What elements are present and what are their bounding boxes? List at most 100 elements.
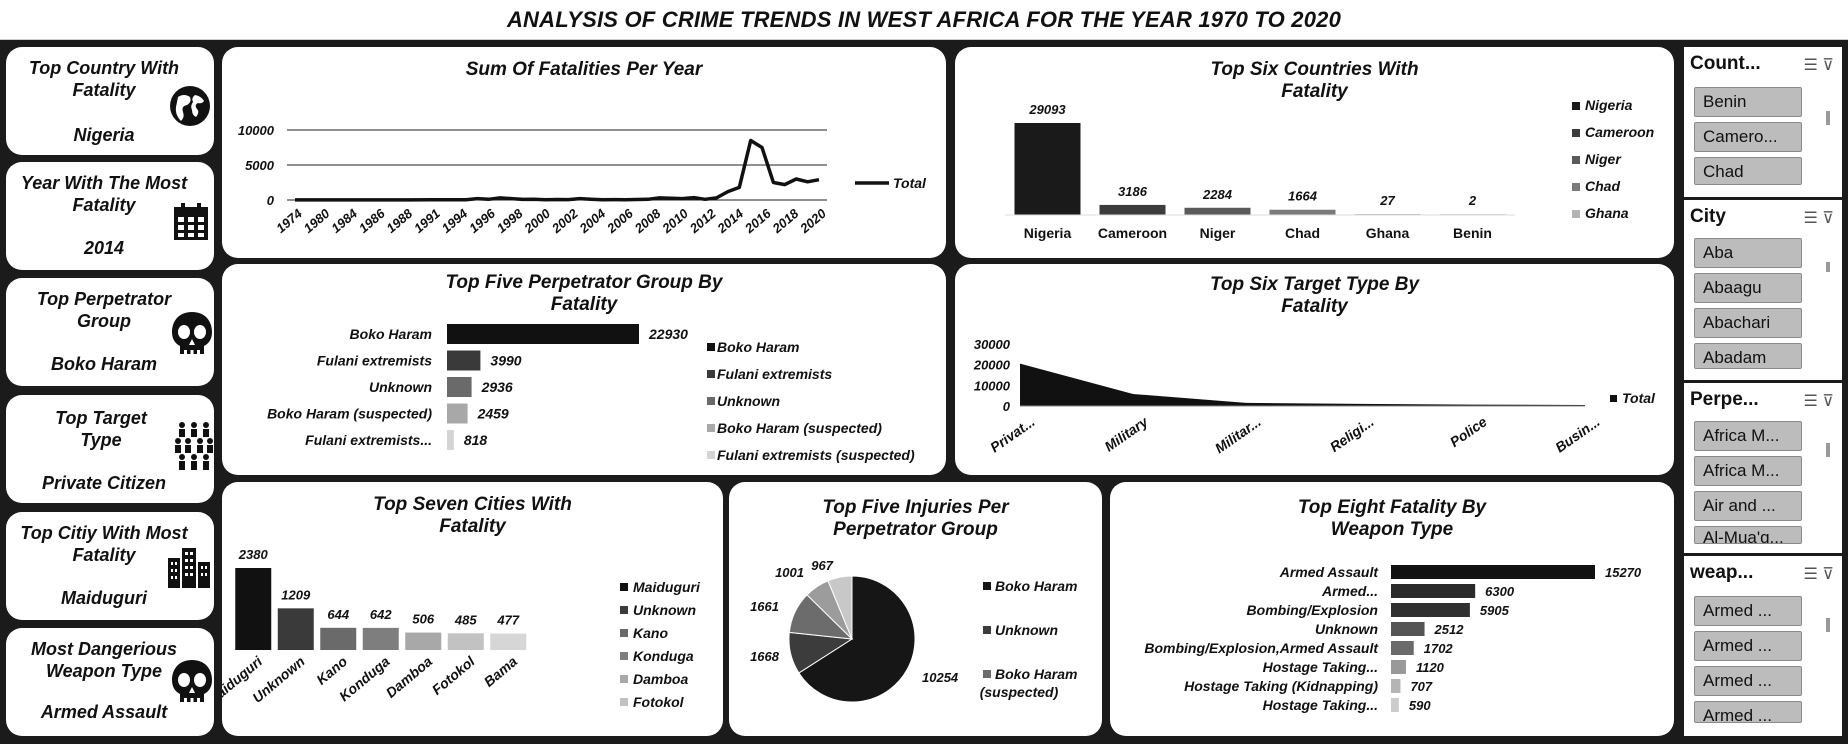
- y-tick-label: 0: [1003, 399, 1011, 414]
- data-label: 29093: [1028, 102, 1066, 117]
- chart-card-injuries-by-perpetrator: Top Five Injuries Per Perpetrator Group …: [729, 482, 1102, 736]
- slicer-item[interactable]: Armed ...: [1694, 701, 1802, 723]
- slicer-scrollbar[interactable]: [1826, 111, 1830, 125]
- slicer-weapon[interactable]: weap... ☰ ⊽ Armed ... Armed ... Armed ..…: [1684, 556, 1842, 736]
- clear-filter-icon[interactable]: ⊽: [1822, 393, 1834, 410]
- slicer-item[interactable]: Abaagu: [1694, 273, 1802, 303]
- clear-filter-icon[interactable]: ⊽: [1822, 210, 1834, 227]
- data-label: 1120: [1416, 660, 1445, 675]
- slicer-item[interactable]: Africa M...: [1694, 456, 1802, 486]
- bar: [447, 430, 454, 450]
- y-category-label: Boko Haram (suspected): [267, 406, 432, 422]
- data-label: 2936: [481, 379, 513, 395]
- kpi-top-target: Top Target Type Private Citizen: [6, 395, 214, 503]
- bar: [1269, 209, 1336, 215]
- data-label: 485: [454, 612, 477, 627]
- slicer-item[interactable]: Abadam: [1694, 343, 1802, 369]
- data-label: 506: [412, 612, 434, 627]
- data-label: 2512: [1434, 622, 1465, 637]
- slicer-scrollbar[interactable]: [1826, 443, 1830, 457]
- slicer-country[interactable]: Count... ☰ ⊽ Benin Camero... Chad: [1684, 47, 1842, 197]
- data-label: 6300: [1485, 584, 1515, 599]
- x-tick-label: Privat...: [987, 413, 1038, 455]
- slicer-item[interactable]: Armed ...: [1694, 596, 1802, 626]
- y-tick-label: 0: [267, 193, 275, 208]
- kpi-title: Top Target Type: [55, 408, 147, 450]
- slicer-header: weap...: [1690, 562, 1754, 583]
- kpi-title: Year With The Most Fatality: [20, 173, 188, 215]
- data-label: 5905: [1480, 603, 1510, 618]
- legend-swatch: [1572, 210, 1580, 218]
- slicer-scrollbar[interactable]: [1826, 618, 1830, 632]
- legend-swatch: [1572, 129, 1580, 137]
- legend-label: Boko Haram: [995, 578, 1077, 594]
- legend-label: Unknown: [717, 393, 780, 409]
- slicer-item[interactable]: Armed ...: [1694, 666, 1802, 696]
- data-label: 1664: [1288, 189, 1318, 204]
- bar: [447, 377, 472, 397]
- x-tick-label: Nigeria: [1024, 225, 1072, 241]
- legend-swatch: [707, 397, 715, 405]
- legend-label: Kano: [633, 625, 668, 641]
- chart-title: Top Six Countries With Fatality: [1210, 59, 1419, 102]
- data-label: 1702: [1424, 641, 1454, 656]
- y-category-label: Fulani extremists: [317, 353, 432, 369]
- slicer-item[interactable]: Al-Mua'q...: [1694, 526, 1802, 544]
- slicer-item[interactable]: Chad: [1694, 157, 1802, 185]
- clear-filter-icon[interactable]: ⊽: [1822, 57, 1834, 74]
- bar: [1391, 622, 1425, 636]
- slicer-controls: ☰ ⊽: [1803, 391, 1834, 411]
- bar: [405, 632, 442, 650]
- bar: [1391, 698, 1399, 712]
- x-tick-label: Police: [1447, 413, 1490, 450]
- legend-swatch: [1572, 102, 1580, 110]
- slicer-perpetrator[interactable]: Perpe... ☰ ⊽ Africa M... Africa M... Air…: [1684, 383, 1842, 553]
- chart-card-fatalities-per-year: Sum Of Fatalities Per Year 0 5000 10000 197…: [222, 47, 946, 258]
- kpi-title: Top Country With Fatality: [28, 58, 180, 100]
- x-tick-label: Niger: [1200, 225, 1236, 241]
- data-label: 590: [1409, 698, 1431, 713]
- slicer-item[interactable]: Africa M...: [1694, 421, 1802, 451]
- slicer-item[interactable]: Air and ...: [1694, 491, 1802, 521]
- clear-filter-icon[interactable]: ⊽: [1822, 566, 1834, 583]
- kpi-top-perpetrator: Top Perpetrator Group Boko Haram: [6, 278, 214, 386]
- slicer-city[interactable]: City ☰ ⊽ Aba Abaagu Abachari Abadam: [1684, 200, 1842, 380]
- series-area-total: [1020, 363, 1585, 406]
- multi-select-icon[interactable]: ☰: [1803, 57, 1818, 74]
- x-tick-label: Militar...: [1212, 413, 1264, 456]
- multi-select-icon[interactable]: ☰: [1803, 566, 1818, 583]
- x-tick-label: 2016: [741, 205, 774, 236]
- multi-select-icon[interactable]: ☰: [1803, 210, 1818, 227]
- data-label: 2459: [477, 406, 509, 422]
- slicer-header: Count...: [1690, 53, 1761, 74]
- multi-select-icon[interactable]: ☰: [1803, 393, 1818, 410]
- bar: [447, 324, 639, 344]
- slicer-item[interactable]: Abachari: [1694, 308, 1802, 338]
- x-tick-label: Damboa: [383, 653, 436, 701]
- y-category-label: Hostage Taking...: [1263, 697, 1378, 713]
- legend-swatch: [620, 629, 628, 637]
- data-label: 477: [496, 613, 519, 628]
- legend-swatch: [707, 370, 715, 378]
- slicer-scrollbar[interactable]: [1826, 262, 1830, 272]
- x-tick-label: 2020: [796, 205, 829, 236]
- kpi-value: Nigeria: [73, 125, 135, 145]
- x-tick-label: 2006: [603, 205, 636, 236]
- slicer-item[interactable]: Armed ...: [1694, 631, 1802, 661]
- slicer-item[interactable]: Camero...: [1694, 122, 1802, 152]
- slicer-item[interactable]: Benin: [1694, 87, 1802, 117]
- legend-label: Maiduguri: [633, 579, 701, 595]
- slicer-header: Perpe...: [1690, 389, 1759, 410]
- legend-label: Unknown: [995, 622, 1058, 638]
- legend-label: Chad: [1585, 178, 1620, 194]
- top-perpetrators-chart: Boko Haram 22930 Fulani extremists 3990 Unkn…: [267, 324, 915, 463]
- x-tick-label: Kano: [313, 653, 350, 688]
- dashboard-title-bar: ANALYSIS OF CRIME TRENDS IN WEST AFRICA …: [0, 0, 1848, 40]
- x-tick-label: Military: [1101, 413, 1151, 455]
- data-label: 22930: [648, 326, 688, 342]
- top-target-types-chart: 0 10000 20000 30000 Privat... Military Militar…: [973, 337, 1656, 456]
- bar: [1014, 123, 1081, 215]
- pie-slice: [798, 575, 916, 703]
- slicer-item[interactable]: Aba: [1694, 238, 1802, 268]
- bar: [1391, 679, 1401, 693]
